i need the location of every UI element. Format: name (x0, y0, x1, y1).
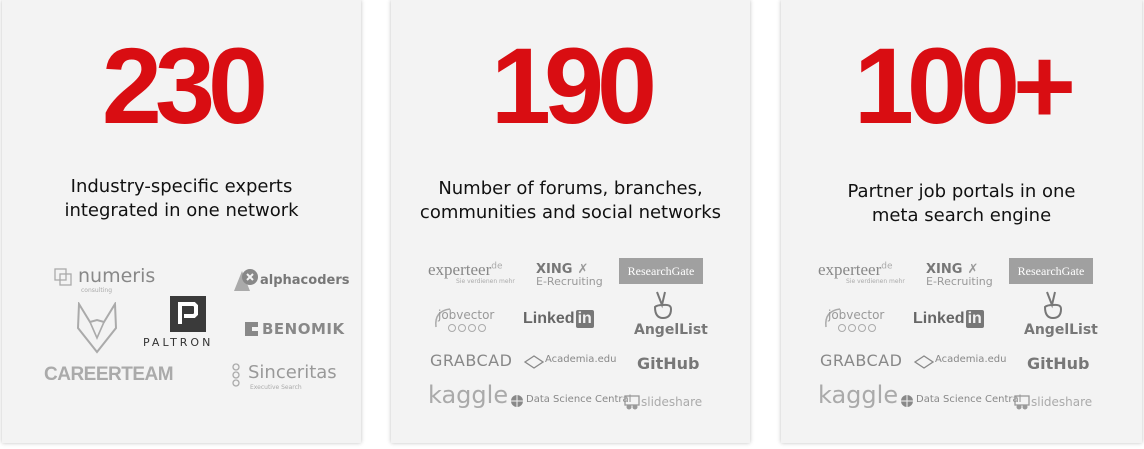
slideshare-icon (624, 395, 640, 410)
stat-number: 100+ (853, 25, 1076, 146)
dsc-globe-icon (901, 395, 913, 407)
grabcad-logo: GRABCAD (820, 351, 903, 370)
numeris-icon (54, 268, 72, 286)
grabcad-logo: GRABCAD (430, 351, 513, 370)
linkedin-logo: Linked in (913, 310, 984, 328)
xing-icon: ✗ (577, 262, 589, 277)
stat-card-experts: 230 Industry-specific experts integrated… (2, 0, 361, 443)
linkedin-logo: Linked in (523, 310, 594, 328)
slideshare-icon (1014, 395, 1030, 410)
researchgate-logo: ResearchGate (619, 258, 703, 284)
kaggle-logo: kaggle (428, 381, 509, 409)
academia-icon (524, 355, 544, 369)
github-logo: GitHub (637, 354, 700, 373)
careerteam-logo: CAREERTEAM (44, 364, 174, 385)
xing-logo: XING ✗ E-Recruiting (926, 262, 993, 288)
researchgate-logo: ResearchGate (1009, 258, 1093, 284)
stat-card-portals: 100+ Partner job portals in one meta sea… (781, 0, 1142, 443)
stat-card-networks: 190 Number of forums, branches, communit… (391, 0, 750, 443)
alphacoders-icon (234, 269, 258, 291)
academia-icon (914, 355, 934, 369)
experteer-logo: experteerde Sie verdienen mehr (428, 260, 515, 285)
sinceritas-icon (232, 363, 240, 387)
benomik-icon (245, 322, 258, 336)
stat-description: Industry-specific experts integrated in … (64, 176, 299, 221)
github-logo: GitHub (1027, 354, 1090, 373)
fox-icon (76, 302, 118, 354)
xing-logo: XING ✗ E-Recruiting (536, 262, 603, 288)
stat-number: 190 (490, 25, 657, 146)
stat-description: Partner job portals in one meta search e… (847, 181, 1076, 226)
dsc-globe-icon (511, 395, 523, 407)
paltron-icon (170, 296, 206, 332)
xing-icon: ✗ (967, 262, 979, 277)
fox-head-icon (76, 302, 118, 354)
jobvector-icon (825, 308, 876, 332)
jobvector-icon (435, 308, 486, 332)
peace-hand-icon (653, 291, 673, 320)
stat-description: Number of forums, branches, communities … (419, 178, 722, 223)
stat-number: 230 (101, 25, 268, 146)
kaggle-logo: kaggle (818, 381, 899, 409)
experteer-logo: experteerde Sie verdienen mehr (818, 260, 905, 285)
peace-hand-icon (1043, 291, 1063, 320)
